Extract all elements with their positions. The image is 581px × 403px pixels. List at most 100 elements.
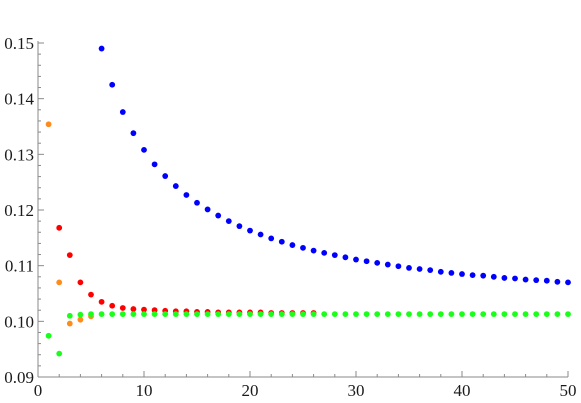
data-point bbox=[437, 311, 444, 317]
data-point bbox=[363, 311, 370, 317]
data-point bbox=[141, 146, 147, 153]
data-point bbox=[416, 311, 423, 317]
data-point bbox=[98, 298, 105, 305]
data-point bbox=[554, 311, 561, 317]
data-point bbox=[321, 311, 328, 317]
data-point bbox=[437, 268, 444, 275]
data-point bbox=[522, 311, 529, 317]
data-point bbox=[406, 311, 412, 317]
data-point bbox=[459, 311, 465, 317]
data-points bbox=[45, 45, 571, 357]
data-point bbox=[88, 291, 94, 298]
data-point bbox=[56, 279, 63, 286]
data-point bbox=[66, 312, 73, 319]
data-point bbox=[151, 311, 158, 317]
data-point bbox=[119, 311, 126, 317]
data-point bbox=[236, 311, 243, 317]
data-point bbox=[236, 223, 243, 230]
data-point bbox=[204, 206, 211, 213]
data-point bbox=[565, 311, 571, 317]
data-point bbox=[469, 272, 476, 279]
data-point bbox=[310, 311, 317, 317]
data-point bbox=[204, 311, 211, 317]
data-point bbox=[183, 192, 190, 198]
data-point bbox=[66, 252, 73, 258]
data-point bbox=[141, 311, 147, 317]
series-2 bbox=[45, 121, 94, 327]
x-tick-label: 10 bbox=[136, 381, 153, 400]
y-tick-label: 0.13 bbox=[4, 145, 34, 164]
data-point bbox=[56, 224, 63, 231]
data-point bbox=[565, 279, 571, 286]
data-point bbox=[490, 273, 497, 280]
data-point bbox=[162, 173, 169, 179]
data-point bbox=[384, 261, 391, 268]
data-point bbox=[501, 311, 508, 317]
data-point bbox=[56, 350, 63, 357]
data-point bbox=[109, 311, 116, 317]
data-point bbox=[119, 109, 126, 115]
data-point bbox=[194, 311, 200, 317]
data-point bbox=[512, 275, 518, 282]
x-tick-label: 0 bbox=[34, 381, 43, 400]
data-point bbox=[130, 130, 137, 137]
data-point bbox=[215, 212, 222, 219]
data-point bbox=[257, 231, 264, 238]
data-point bbox=[490, 311, 497, 317]
data-point bbox=[130, 306, 137, 312]
data-point bbox=[162, 311, 169, 317]
data-point bbox=[384, 311, 391, 317]
data-point bbox=[353, 256, 359, 263]
data-point bbox=[395, 263, 402, 270]
data-point bbox=[331, 252, 338, 258]
data-point bbox=[501, 275, 508, 281]
data-point bbox=[109, 81, 116, 88]
data-point bbox=[533, 277, 540, 284]
data-point bbox=[543, 277, 550, 284]
data-point bbox=[247, 311, 253, 317]
x-tick-label: 20 bbox=[242, 381, 259, 400]
data-point bbox=[406, 264, 412, 271]
axes bbox=[37, 41, 568, 378]
data-point bbox=[289, 311, 296, 317]
y-axis-ticks: 0.09 0.10 0.11 0.12 0.13 0.14 0.15 bbox=[4, 34, 44, 387]
data-point bbox=[45, 121, 52, 128]
x-tick-label: 30 bbox=[348, 381, 365, 400]
data-point bbox=[374, 311, 381, 317]
data-point bbox=[151, 161, 158, 168]
data-point bbox=[194, 199, 200, 206]
data-point bbox=[416, 266, 423, 272]
data-point bbox=[225, 218, 232, 225]
data-point bbox=[225, 311, 232, 317]
data-point bbox=[257, 311, 264, 317]
data-point bbox=[448, 270, 455, 276]
series-3 bbox=[45, 311, 571, 357]
data-point bbox=[469, 311, 476, 317]
data-point bbox=[278, 238, 285, 245]
data-point bbox=[172, 311, 179, 317]
data-point bbox=[141, 306, 147, 313]
y-tick-label: 0.14 bbox=[4, 90, 34, 109]
data-point bbox=[427, 267, 434, 274]
data-point bbox=[77, 279, 84, 286]
data-point bbox=[427, 311, 434, 317]
data-point bbox=[215, 311, 222, 317]
y-tick-label: 0.10 bbox=[4, 312, 34, 331]
data-point bbox=[363, 258, 370, 265]
y-tick-label: 0.12 bbox=[4, 201, 34, 220]
data-point bbox=[480, 311, 487, 317]
data-point bbox=[289, 242, 296, 248]
data-point bbox=[172, 183, 179, 189]
data-point bbox=[342, 311, 349, 317]
data-point bbox=[554, 278, 561, 285]
data-point bbox=[331, 311, 338, 317]
y-tick-label: 0.11 bbox=[5, 257, 34, 276]
data-point bbox=[310, 247, 317, 254]
data-point bbox=[98, 311, 105, 317]
series-1 bbox=[56, 224, 317, 316]
data-point bbox=[98, 45, 105, 52]
data-point bbox=[278, 311, 285, 317]
data-point bbox=[45, 332, 52, 339]
data-point bbox=[183, 311, 190, 317]
